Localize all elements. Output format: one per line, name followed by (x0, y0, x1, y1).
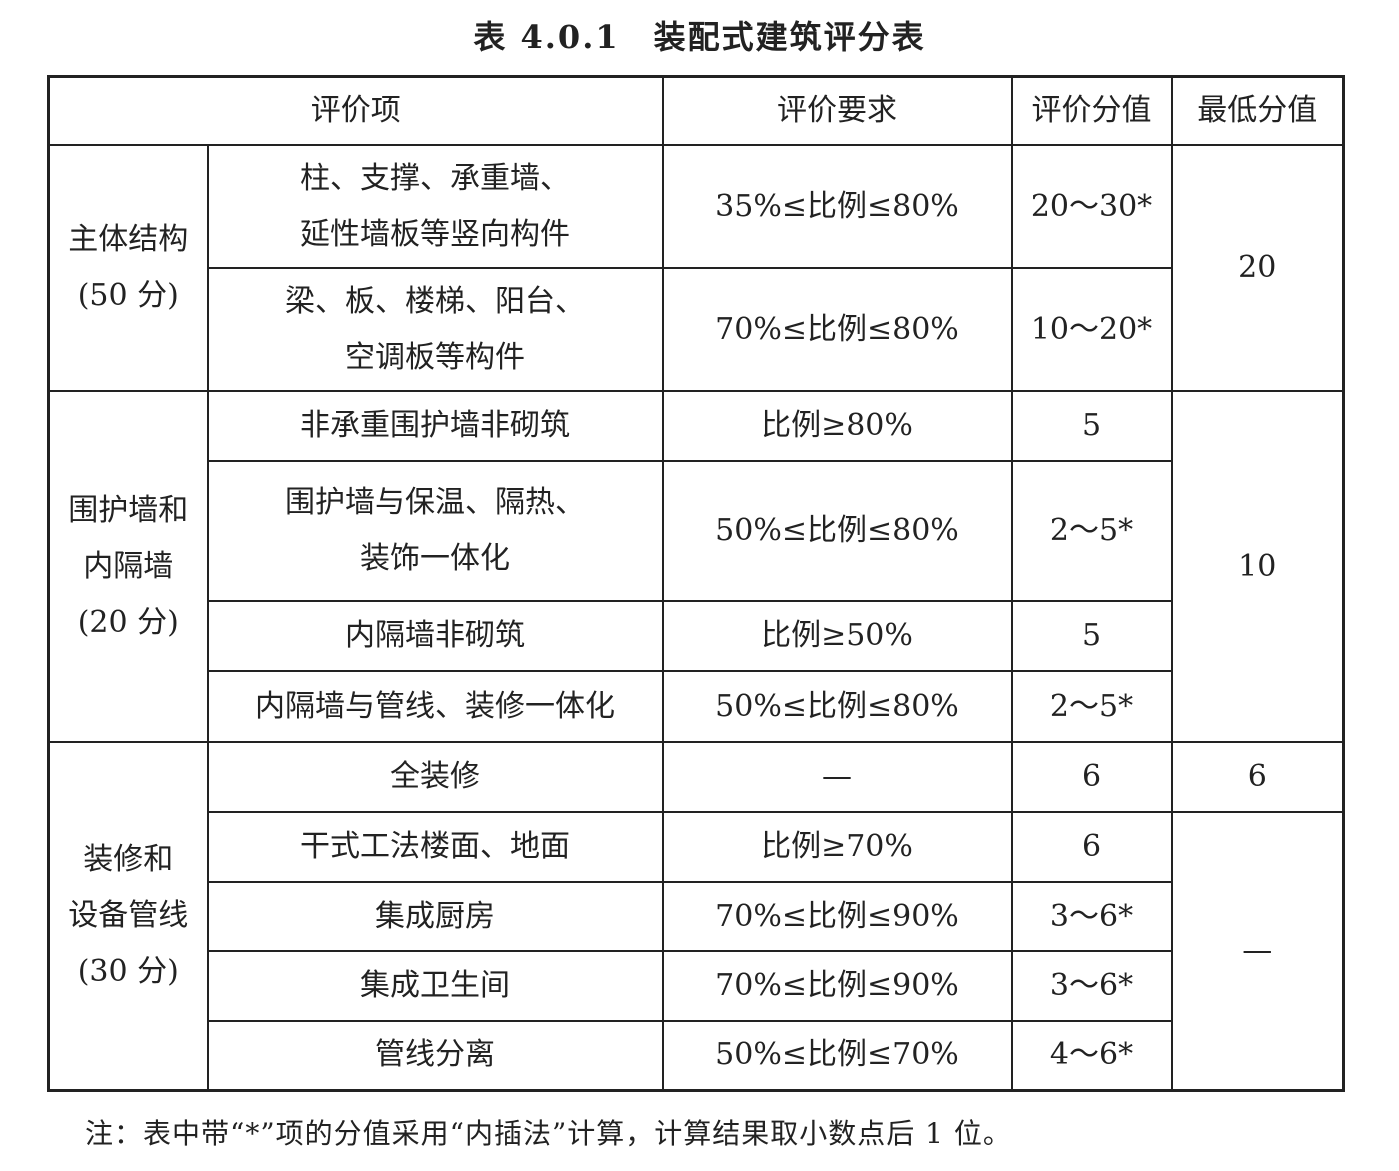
table-row: 梁、板、楼梯、阳台、 空调板等构件 70%≤比例≤80% 10～20* (49, 267, 1344, 392)
table-row: 主体结构 (50 分) 柱、支撑、承重墙、 延性墙板等竖向构件 35%≤比例≤8… (47, 144, 1345, 392)
score-cell: 10～20* (1010, 267, 1173, 392)
item-cell: 集成厨房 (206, 881, 664, 952)
score-cell: 2～5* (1010, 460, 1173, 602)
req-cell: — (661, 741, 1013, 813)
table-row: 围护墙与保温、隔热、 装饰一体化 50%≤比例≤80% 2～5* (49, 460, 1344, 602)
item-cell: 梁、板、楼梯、阳台、 空调板等构件 (206, 267, 664, 392)
header-min-score: 最低分值 (1170, 75, 1345, 146)
table-row: 装修和 设备管线 (30 分) 全装修 — 6 6 (47, 741, 1345, 1091)
min-score-cell: 6 (1170, 741, 1345, 813)
min-score-cell: 20 (1170, 144, 1345, 392)
header-item: 评价项 (47, 75, 664, 146)
group-name: 装修和 设备管线 (30 分) (47, 741, 209, 1091)
scoring-table: 评价项 评价要求 评价分值 最低分值 主体结构 (50 分) 柱、支撑、承重墙、… (47, 75, 1345, 1092)
item-cell: 围护墙与保温、隔热、 装饰一体化 (206, 460, 664, 602)
item-cell: 内隔墙非砌筑 (206, 600, 664, 672)
header-requirement: 评价要求 (661, 75, 1013, 146)
req-cell: 70%≤比例≤90% (661, 950, 1013, 1022)
group-name: 主体结构 (50 分) (47, 144, 209, 392)
req-cell: 50%≤比例≤70% (661, 1020, 1013, 1091)
header-row: 评价项 评价要求 评价分值 最低分值 (47, 75, 1345, 146)
score-cell: 20～30* (1010, 144, 1173, 269)
item-cell: 管线分离 (206, 1020, 664, 1091)
table-row: 内隔墙与管线、装修一体化 50%≤比例≤80% 2～5* (49, 670, 1344, 743)
req-cell: 50%≤比例≤80% (661, 460, 1013, 602)
item-cell: 内隔墙与管线、装修一体化 (206, 670, 664, 743)
table-row: 内隔墙非砌筑 比例≥50% 5 (49, 600, 1344, 672)
table-title: 表 4.0.1 装配式建筑评分表 (473, 18, 926, 56)
header-score: 评价分值 (1010, 75, 1173, 146)
score-cell: 2～5* (1010, 670, 1173, 743)
score-cell: 6 (1010, 741, 1173, 813)
req-cell: 比例≥70% (661, 811, 1013, 883)
score-cell: 3～6* (1010, 881, 1173, 952)
table-row: 管线分离 50%≤比例≤70% 4～6* (49, 1020, 1344, 1091)
group-name: 围护墙和 内隔墙 (20 分) (47, 390, 209, 743)
req-cell: 70%≤比例≤90% (661, 881, 1013, 952)
score-cell: 6 (1010, 811, 1173, 883)
item-cell: 柱、支撑、承重墙、 延性墙板等竖向构件 (206, 144, 664, 269)
item-cell: 非承重围护墙非砌筑 (206, 390, 664, 462)
req-cell: 70%≤比例≤80% (661, 267, 1013, 392)
score-cell: 3～6* (1010, 950, 1173, 1022)
req-cell: 35%≤比例≤80% (661, 144, 1013, 269)
table-row: 集成厨房 70%≤比例≤90% 3～6* (49, 881, 1344, 952)
req-cell: 比例≥80% (661, 390, 1013, 462)
item-cell: 全装修 (206, 741, 664, 813)
req-cell: 比例≥50% (661, 600, 1013, 672)
table-row: 集成卫生间 70%≤比例≤90% 3～6* (49, 950, 1344, 1022)
score-cell: 5 (1010, 600, 1173, 672)
score-cell: 4～6* (1010, 1020, 1173, 1091)
item-cell: 集成卫生间 (206, 950, 664, 1022)
table-note: 注：表中带“*”项的分值采用“内插法”计算，计算结果取小数点后 1 位。 (85, 1117, 1012, 1150)
table-row: 围护墙和 内隔墙 (20 分) 非承重围护墙非砌筑 比例≥80% 5 10 (47, 390, 1345, 743)
req-cell: 50%≤比例≤80% (661, 670, 1013, 743)
table-row: 干式工法楼面、地面 比例≥70% 6 — (49, 811, 1345, 1091)
min-score-cell: 10 (1170, 390, 1345, 743)
score-cell: 5 (1010, 390, 1173, 462)
min-score-cell: — (1170, 811, 1345, 1091)
item-cell: 干式工法楼面、地面 (206, 811, 664, 883)
